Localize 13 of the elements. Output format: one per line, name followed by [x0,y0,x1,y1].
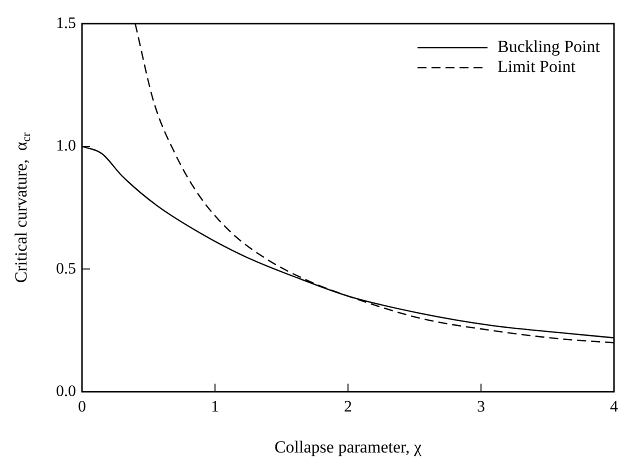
legend-label: Buckling Point [498,37,600,56]
x-axis-title: Collapse parameter, χ [274,437,422,456]
x-tick-label: 0 [78,398,86,416]
legend-label: Limit Point [498,57,576,76]
y-tick-label: 0.5 [56,260,76,278]
y-tick-label: 1.0 [56,138,76,155]
x-tick-label: 1 [211,398,219,416]
y-axis-title: Critical curvature, αcr [11,132,34,283]
x-tick-label: 3 [477,398,485,416]
y-tick-label: 0.0 [56,383,76,400]
x-tick-label: 2 [344,398,352,416]
x-tick-label: 4 [610,398,618,416]
y-tick-label: 1.5 [56,14,76,32]
